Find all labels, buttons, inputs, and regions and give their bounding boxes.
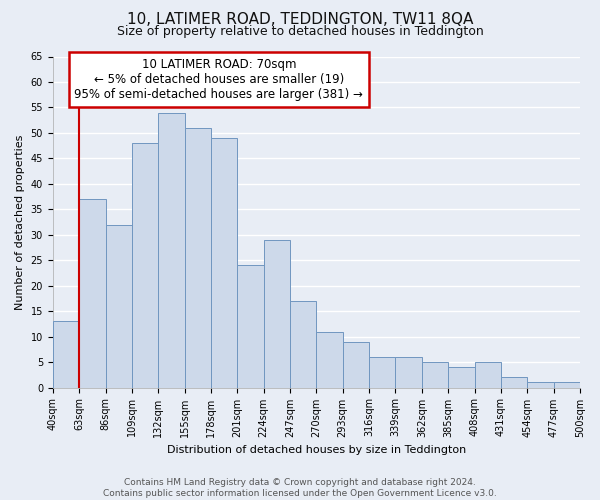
Text: 10 LATIMER ROAD: 70sqm
← 5% of detached houses are smaller (19)
95% of semi-deta: 10 LATIMER ROAD: 70sqm ← 5% of detached … bbox=[74, 58, 363, 101]
Bar bbox=[448, 367, 475, 388]
Bar bbox=[316, 332, 343, 388]
Bar bbox=[79, 199, 106, 388]
Bar bbox=[53, 322, 79, 388]
Bar bbox=[290, 301, 316, 388]
Bar bbox=[369, 357, 395, 388]
Bar bbox=[106, 224, 132, 388]
Bar bbox=[343, 342, 369, 388]
Bar bbox=[263, 240, 290, 388]
Bar bbox=[132, 143, 158, 388]
Bar bbox=[501, 378, 527, 388]
Bar bbox=[211, 138, 238, 388]
Bar bbox=[238, 266, 263, 388]
Text: Size of property relative to detached houses in Teddington: Size of property relative to detached ho… bbox=[116, 25, 484, 38]
Bar bbox=[527, 382, 554, 388]
Bar bbox=[554, 382, 580, 388]
Y-axis label: Number of detached properties: Number of detached properties bbox=[15, 134, 25, 310]
Bar bbox=[185, 128, 211, 388]
Bar bbox=[158, 112, 185, 388]
Bar bbox=[475, 362, 501, 388]
Bar bbox=[422, 362, 448, 388]
Text: Contains HM Land Registry data © Crown copyright and database right 2024.
Contai: Contains HM Land Registry data © Crown c… bbox=[103, 478, 497, 498]
Bar bbox=[395, 357, 422, 388]
X-axis label: Distribution of detached houses by size in Teddington: Distribution of detached houses by size … bbox=[167, 445, 466, 455]
Text: 10, LATIMER ROAD, TEDDINGTON, TW11 8QA: 10, LATIMER ROAD, TEDDINGTON, TW11 8QA bbox=[127, 12, 473, 28]
